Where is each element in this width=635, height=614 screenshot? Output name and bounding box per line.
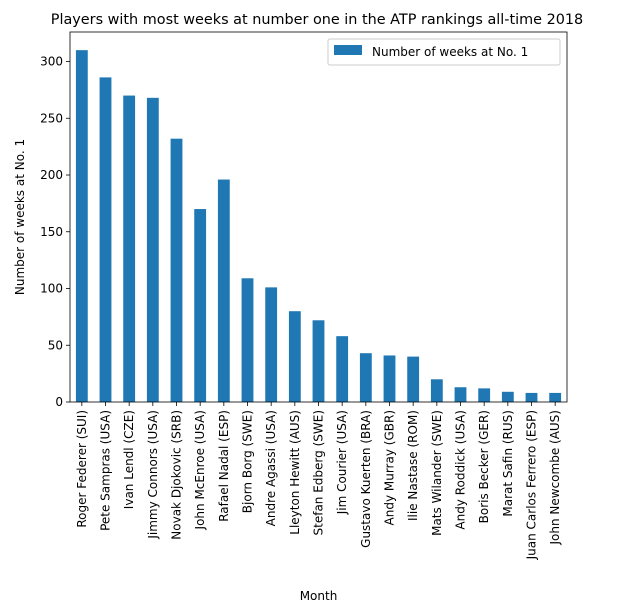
y-tick-label: 200 — [40, 168, 63, 182]
x-tick-label: Bjorn Borg (SWE) — [241, 410, 255, 513]
bar — [549, 392, 562, 402]
y-tick-label: 150 — [40, 225, 63, 239]
x-tick-label: John Newcombe (AUS) — [548, 410, 562, 546]
bar — [383, 355, 396, 402]
x-axis-label: Month — [300, 589, 338, 603]
bar — [265, 287, 278, 402]
x-tick-label: Gustavo Kuerten (BRA) — [359, 410, 373, 548]
x-tick-label: Andre Agassi (USA) — [264, 410, 278, 526]
bar — [501, 391, 514, 402]
bar — [336, 336, 349, 402]
y-tick-label: 100 — [40, 282, 63, 296]
x-tick-label: Rafael Nadal (ESP) — [217, 410, 231, 522]
x-tick-label: Andy Murray (GBR) — [383, 410, 397, 525]
y-tick-label: 250 — [40, 111, 63, 125]
legend-label: Number of weeks at No. 1 — [372, 45, 528, 59]
x-tick-label: Boris Becker (GER) — [477, 410, 491, 523]
y-tick-label: 0 — [55, 395, 63, 409]
bar — [217, 179, 230, 402]
bar — [525, 392, 538, 402]
bar — [430, 379, 443, 402]
y-tick-label: 50 — [48, 338, 63, 352]
bar — [241, 278, 254, 402]
x-axis: Roger Federer (SUI) Pete Sampras (USA) Iva… — [75, 402, 562, 560]
x-tick-label: Stefan Edberg (SWE) — [312, 410, 326, 535]
x-tick-label: Pete Sampras (USA) — [99, 410, 113, 531]
bar — [194, 209, 207, 402]
x-tick-label: Marat Safin (RUS) — [501, 410, 515, 517]
x-tick-label: Novak Djokovic (SRB) — [170, 410, 184, 540]
legend-swatch — [334, 45, 362, 55]
bar — [123, 95, 136, 402]
bar — [359, 353, 372, 402]
x-tick-label: Jimmy Connors (USA) — [146, 410, 160, 540]
x-tick-label: Ivan Lendl (CZE) — [122, 410, 136, 509]
bar — [288, 311, 301, 402]
plot-frame — [69, 31, 568, 403]
y-axis-label: Number of weeks at No. 1 — [13, 139, 27, 295]
legend-box — [327, 38, 561, 66]
x-tick-label: John McEnroe (USA) — [193, 410, 207, 530]
bar — [99, 77, 112, 402]
x-tick-label: Ilie Nastase (ROM) — [406, 410, 420, 521]
bar — [454, 387, 467, 402]
x-tick-label: Lleyton Hewitt (AUS) — [288, 410, 302, 535]
bar — [75, 50, 88, 402]
chart-title: Players with most weeks at number one in… — [51, 12, 583, 28]
bar — [407, 356, 420, 402]
bar — [478, 388, 491, 402]
x-tick-label: Jim Courier (USA) — [335, 410, 349, 515]
bar — [170, 138, 183, 402]
x-tick-label: Andy Roddick (USA) — [454, 410, 468, 530]
bar — [312, 320, 325, 402]
legend: Number of weeks at No. 1 — [327, 38, 561, 66]
y-tick-label: 300 — [40, 55, 63, 69]
bars-group — [75, 50, 562, 403]
bar — [146, 97, 159, 403]
x-tick-label: Mats Wilander (SWE) — [430, 410, 444, 536]
y-axis: 0 50 100 150 200 250 300 — [40, 55, 70, 409]
x-tick-label: Juan Carlos Ferrero (ESP) — [525, 410, 539, 560]
x-tick-label: Roger Federer (SUI) — [75, 410, 89, 528]
